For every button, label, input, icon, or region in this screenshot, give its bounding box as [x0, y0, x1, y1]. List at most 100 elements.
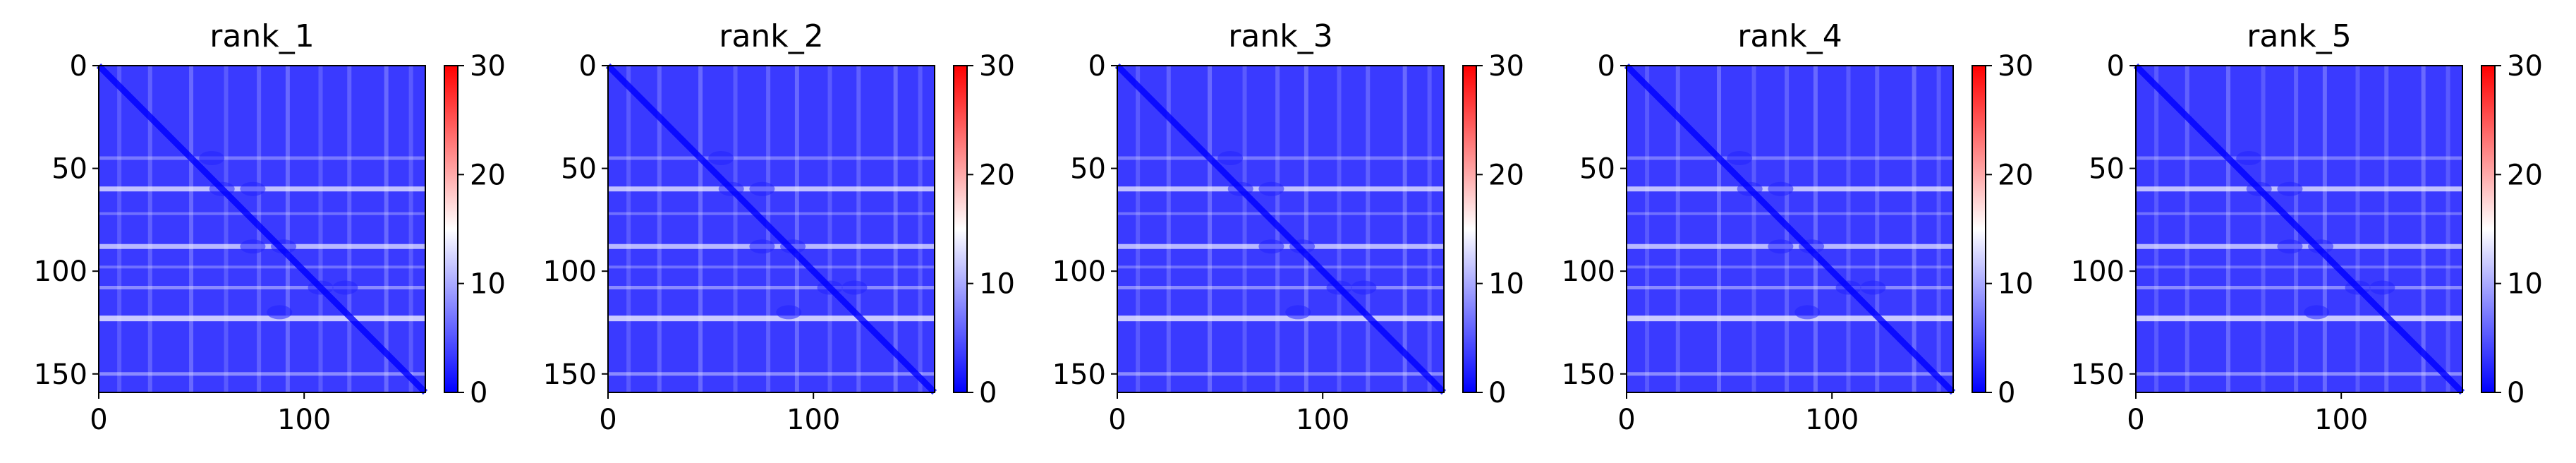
heatmap-blob [1217, 151, 1244, 166]
heatmap-diagonal [96, 63, 428, 395]
heatmap-diagonal [1624, 63, 1956, 395]
colorbar [1462, 65, 1477, 393]
y-tick-label: 0 [2107, 50, 2125, 83]
x-tick-label: 0 [1108, 404, 1126, 436]
heatmap-vertical-band [2355, 66, 2360, 392]
heatmap-blob [842, 280, 868, 295]
heatmap-horizontal-band [608, 285, 935, 289]
heatmap-horizontal-band [2136, 212, 2462, 215]
heatmap-vertical-band [1912, 66, 1916, 392]
heatmap-blob [1351, 280, 1377, 295]
y-tick-label: 150 [543, 359, 597, 391]
heatmap-vertical-band [147, 66, 152, 392]
heatmap-horizontal-band [1627, 372, 1953, 376]
heatmap-blob [1258, 181, 1284, 196]
heatmap-blob [199, 151, 225, 166]
heatmap-vertical-band [1242, 66, 1247, 392]
heatmap-vertical-band [1208, 66, 1213, 392]
colorbar [1972, 65, 1986, 393]
heatmap-vertical-band [2261, 66, 2266, 392]
heatmap-diagonal [1114, 63, 1447, 395]
heatmap-blob [749, 181, 775, 196]
heatmap-vertical-band [1813, 66, 1818, 392]
colorbar-tick-label: 0 [1488, 377, 1506, 409]
heatmap-vertical-band [657, 66, 662, 392]
y-tick-label: 50 [1579, 153, 1615, 186]
y-tick-label: 150 [2071, 359, 2125, 391]
heatmap-blob [2304, 305, 2330, 320]
heatmap-vertical-band [2446, 66, 2450, 392]
heatmap-horizontal-band [608, 372, 935, 376]
colorbar-tick-label: 30 [1488, 50, 1524, 83]
heatmap-blob [267, 305, 293, 320]
heatmap-horizontal-band [1117, 212, 1444, 215]
heatmap-blob [2277, 181, 2303, 196]
heatmap-vertical-band [893, 66, 898, 392]
x-tick-label: 100 [1805, 404, 1859, 436]
x-tick-label: 0 [90, 404, 107, 436]
x-tick-label: 100 [2314, 404, 2368, 436]
heatmap-vertical-band [117, 66, 122, 392]
colorbar-tick-label: 30 [2507, 50, 2543, 83]
heatmap-horizontal-band [2136, 285, 2462, 289]
heatmap-vertical-band [2154, 66, 2159, 392]
y-tick-label: 100 [543, 255, 597, 288]
heatmap-horizontal-band [1117, 372, 1444, 376]
heatmap-horizontal-band [1627, 315, 1953, 322]
heatmap-vertical-band [1427, 66, 1432, 392]
heatmap-vertical-band [733, 66, 738, 392]
heatmap-vertical-band [1337, 66, 1342, 392]
axes-frame [1626, 65, 1954, 393]
heatmap-vertical-band [285, 66, 290, 392]
y-tick-label: 0 [1088, 50, 1106, 83]
y-tick-label: 150 [34, 359, 87, 391]
heatmap-vertical-band [1875, 66, 1880, 392]
heatmap-horizontal-band [99, 156, 425, 160]
heatmap-diagonal [605, 63, 937, 395]
x-tick-label: 100 [277, 404, 331, 436]
heatmap-horizontal-band [2136, 265, 2462, 269]
heatmap-vertical-band [856, 66, 861, 392]
colorbar-tick-label: 0 [1998, 377, 2015, 409]
heatmap-vertical-band [1136, 66, 1141, 392]
colorbar-tick-label: 0 [979, 377, 997, 409]
heatmap-vertical-band [2185, 66, 2189, 392]
y-tick-label: 100 [1052, 255, 1106, 288]
y-tick-label: 50 [561, 153, 597, 186]
heatmap-blob [332, 280, 358, 295]
y-tick-label: 100 [2071, 255, 2125, 288]
panel-title: rank_1 [209, 18, 314, 54]
heatmap-horizontal-band [1627, 265, 1953, 269]
axes-frame [1117, 65, 1445, 393]
y-tick-label: 150 [1052, 359, 1106, 391]
heatmap-horizontal-band [1117, 315, 1444, 322]
y-tick-label: 50 [1070, 153, 1106, 186]
heatmap-blob [1258, 239, 1284, 254]
colorbar-tick-label: 20 [1998, 159, 2034, 191]
heatmap-horizontal-band [99, 315, 425, 322]
heatmap-blob [2277, 239, 2303, 254]
x-tick-label: 100 [1296, 404, 1349, 436]
heatmap-blob [1768, 239, 1794, 254]
colorbar-tick-label: 0 [2507, 377, 2525, 409]
panel-title: rank_5 [2247, 18, 2351, 54]
heatmap-vertical-band [794, 66, 799, 392]
heatmap-blob [1768, 181, 1794, 196]
colorbar-tick-label: 10 [1998, 268, 2034, 301]
panel-title: rank_4 [1737, 18, 1842, 54]
y-tick-label: 50 [2089, 153, 2125, 186]
heatmap-horizontal-band [608, 265, 935, 269]
colorbar [2481, 65, 2496, 393]
heatmap-horizontal-band [99, 212, 425, 215]
heatmap-horizontal-band [608, 156, 935, 160]
heatmap-vertical-band [1402, 66, 1407, 392]
heatmap-horizontal-band [2136, 315, 2462, 322]
panel-title: rank_2 [719, 18, 823, 54]
colorbar [444, 65, 458, 393]
heatmap-vertical-band [2421, 66, 2426, 392]
